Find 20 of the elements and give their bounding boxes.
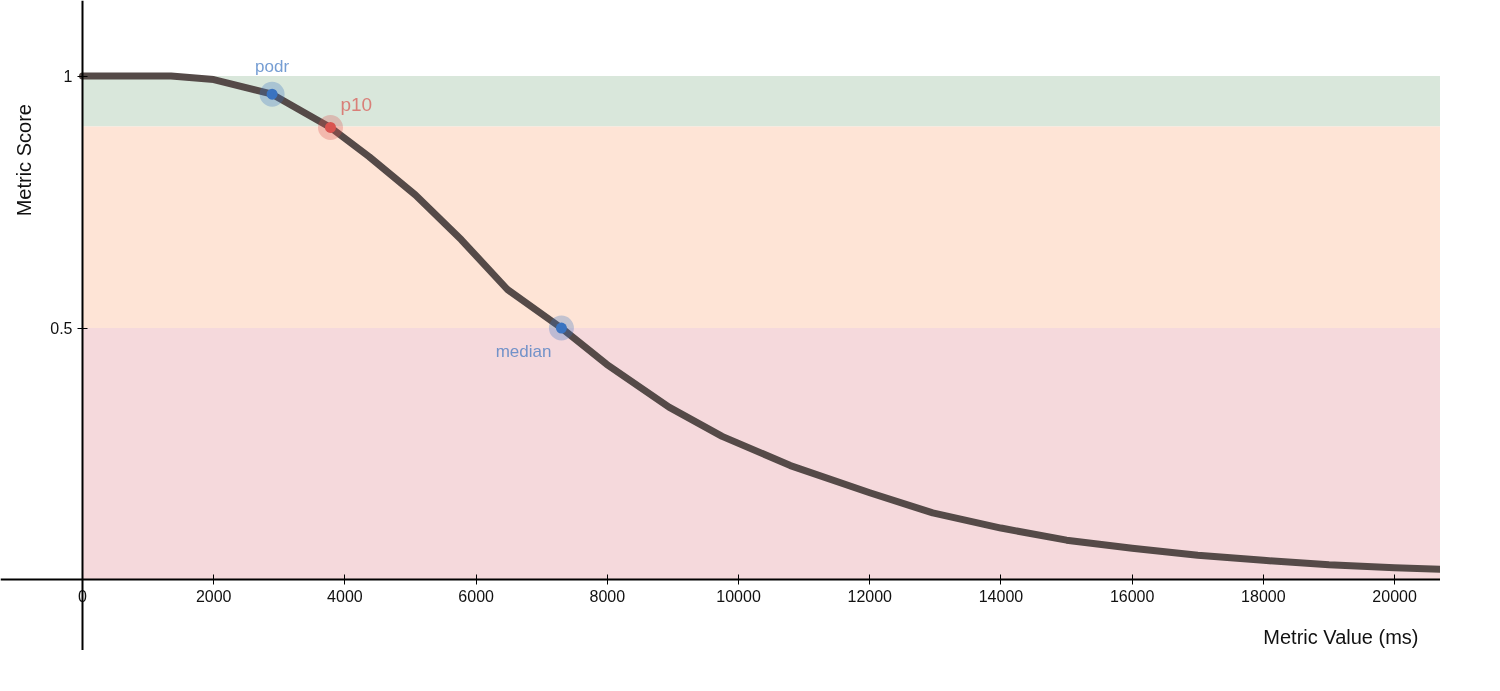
y-tick-label: 1 — [63, 68, 73, 86]
point — [259, 81, 285, 107]
x-tick-label: 2000 — [195, 587, 232, 605]
x-tick-label: 18000 — [1241, 587, 1286, 605]
x-tick-label: 16000 — [1109, 587, 1155, 605]
x-tick-label: 8000 — [589, 587, 626, 605]
x-tick-label: 6000 — [458, 587, 495, 605]
x-tick-label: 20000 — [1372, 587, 1417, 605]
series-label: median — [495, 342, 552, 362]
x-axis-title: Metric Value (ms) — [1263, 625, 1419, 648]
x-tick-label: 10000 — [716, 587, 761, 605]
y-axis-title: Metric Score — [12, 104, 35, 217]
y-tick-label: 0.5 — [50, 320, 73, 338]
series-label: podr — [255, 57, 290, 77]
point — [317, 114, 343, 140]
point — [548, 315, 574, 341]
x-tick-label: 12000 — [847, 587, 893, 605]
x-tick-label: 14000 — [978, 587, 1024, 605]
x-tick-label: 4000 — [327, 587, 363, 605]
series-label: p10 — [340, 94, 373, 116]
